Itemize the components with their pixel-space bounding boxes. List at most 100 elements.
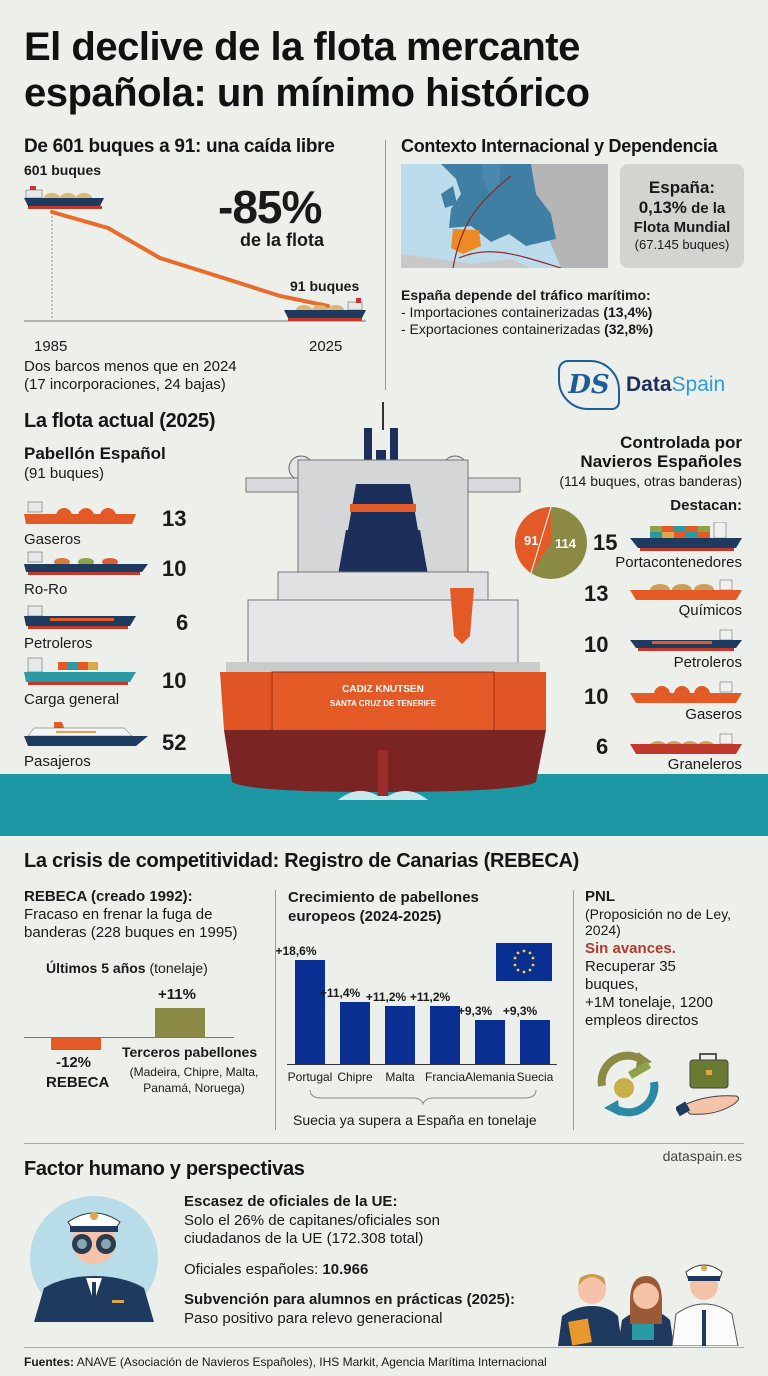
controlled-heading: Controlada por Navieros Españoles	[580, 433, 742, 471]
third-flags-value: +11%	[158, 986, 196, 1003]
chart-baseline	[24, 1037, 234, 1038]
bar-value: +9,3%	[502, 1004, 538, 1018]
controlled-item-value: 13	[584, 581, 609, 606]
shortage-line-2: ciudadanos de la UE (172.308 total)	[184, 1230, 424, 1247]
brand-name-part-2: Spain	[671, 373, 726, 396]
dataspain-logo-icon: DS	[558, 360, 620, 410]
brace-icon	[309, 1089, 537, 1106]
dependency-exports: - Exportaciones containerizadas (32,8%)	[401, 321, 653, 338]
controlled-highlight: Destacan:	[670, 497, 742, 514]
context-heading: Contexto Internacional y Dependencia	[401, 136, 718, 156]
spanish-flag-item: Pasajeros	[24, 718, 148, 771]
controlled-heading-line-1: Controlada por	[620, 433, 742, 452]
world-share-value: 0,13%	[638, 198, 687, 217]
officers-value: 10.966	[322, 1261, 369, 1278]
fleet-pie-chart	[514, 506, 587, 579]
spanish-officers: Oficiales españoles: 10.966	[184, 1261, 368, 1279]
bar-malta	[385, 1006, 415, 1064]
year-end: 2025	[309, 338, 343, 355]
world-share-box: España: 0,13% de la Flota Mundial (67.14…	[620, 164, 744, 268]
item-value: 10	[162, 556, 187, 581]
spanish-flag-item: Petroleros	[24, 602, 136, 653]
dataspain-logo: DS Data Spain	[558, 360, 725, 410]
bar-value: +11,4%	[319, 986, 361, 1000]
tanker-ship-illustration: CADIZ KNUTSEN SANTA CRUZ DE TENERIFE	[220, 402, 546, 800]
key-recycle-icon	[597, 1051, 659, 1117]
bar-portugal	[295, 960, 325, 1064]
controlled-item-label: Gaseros	[685, 706, 742, 723]
controlled-item-value: 10	[584, 684, 609, 709]
container-ship-icon	[630, 522, 742, 551]
third-flags-sub-1: (Madeira, Chipre, Malta,	[129, 1065, 259, 1079]
bar-category: Suecia	[516, 1070, 554, 1084]
bar-value: +11,2%	[409, 990, 451, 1004]
fleet-heading: La flota actual (2025)	[24, 410, 216, 432]
bar-category: Malta	[385, 1070, 415, 1084]
dependency-heading: España depende del tráfico marítimo:	[401, 287, 651, 303]
rebeca-line-1: Fracaso en frenar la fuga de	[24, 906, 213, 923]
world-share-line-1: España:	[648, 178, 716, 197]
bar-category: Portugal	[287, 1070, 333, 1084]
controlled-item-value: 6	[596, 734, 609, 759]
controlled-item-label: Químicos	[678, 602, 742, 619]
rebeca-label: REBECA	[46, 1074, 110, 1091]
pnl-goal-2: buques,	[585, 976, 639, 993]
decline-line-chart	[24, 186, 366, 322]
decline-note-1: Dos barcos menos que en 2024	[24, 358, 237, 375]
pie-label-controlled: 114	[555, 536, 576, 551]
shortage-heading: Escasez de oficiales de la UE:	[184, 1193, 398, 1210]
rebeca-bar	[51, 1038, 101, 1050]
item-label: Pasajeros	[24, 753, 91, 770]
spanish-flag-item: Carga general	[24, 654, 136, 709]
sources-text: ANAVE (Asociación de Navieros Españoles)…	[74, 1355, 547, 1369]
section-divider	[24, 1143, 744, 1144]
rebeca-line-2: banderas (228 buques en 1995)	[24, 924, 238, 941]
column-divider	[385, 140, 386, 390]
page-title: El declive de la flota mercante española…	[24, 24, 590, 116]
controlled-heading-line-2: Navieros Españoles	[580, 452, 742, 471]
europe-map	[401, 164, 608, 268]
spanish-flag-item: Ro-Ro	[24, 550, 148, 599]
pnl-goals: Recuperar 35 buques, +1M tonelaje, 1200 …	[585, 958, 713, 1030]
bar-chipre	[340, 1002, 370, 1064]
item-value: 13	[162, 506, 187, 531]
footer-divider	[24, 1347, 744, 1348]
bar-francia	[430, 1006, 460, 1064]
end-count-label: 91 buques	[290, 278, 360, 294]
item-label: Ro-Ro	[24, 581, 68, 598]
decline-heading: De 601 buques a 91: una caída libre	[24, 136, 335, 157]
ship-name: CADIZ KNUTSEN	[342, 684, 424, 695]
pnl-description: (Proposición no de Ley, 2024)	[585, 906, 731, 938]
imports-value: (13,4%)	[603, 304, 653, 320]
passenger-ship-icon	[24, 722, 148, 746]
exports-value: (32,8%)	[604, 321, 654, 337]
oil-tanker-icon	[630, 629, 742, 651]
bar-category: Chipre	[337, 1070, 373, 1084]
spanish-flag-sub: (91 buques)	[24, 465, 105, 482]
growth-heading-line-2: europeos (2024-2025)	[288, 908, 442, 925]
start-count-label: 601 buques	[24, 162, 102, 178]
rebeca-heading: REBECA (creado 1992):	[24, 888, 193, 905]
eu-flag-icon	[496, 943, 552, 981]
world-share-line-2: 0,13% de la	[620, 198, 744, 219]
human-heading: Factor humano y perspectivas	[24, 1158, 305, 1180]
growth-heading-line-1: Crecimiento de pabellones	[288, 889, 479, 906]
decline-percentage: -85%	[218, 181, 322, 233]
crisis-heading: La crisis de competitividad: Registro de…	[24, 850, 579, 872]
controlled-sub: (114 buques, otras banderas)	[559, 473, 742, 489]
cargo-ship-icon	[24, 657, 136, 685]
pnl-goal-4: empleos directos	[585, 1012, 699, 1029]
controlled-item-label: Graneleros	[667, 756, 742, 773]
pnl-heading: PNL	[585, 888, 615, 905]
europe-map-icon	[401, 164, 608, 268]
pnl-status: Sin avances.	[585, 940, 676, 957]
sources: Fuentes: ANAVE (Asociación de Navieros E…	[24, 1355, 547, 1369]
ship-port: SANTA CRUZ DE TENERIFE	[330, 699, 437, 708]
item-value: 52	[162, 730, 187, 755]
oil-tanker-icon	[24, 605, 136, 629]
item-label: Carga general	[24, 691, 120, 708]
bar-alemania	[475, 1020, 505, 1064]
pnl-goal-3: +1M tonelaje, 1200	[585, 994, 714, 1011]
spanish-flag-heading: Pabellón Español	[24, 444, 166, 463]
third-flags-sub: (Madeira, Chipre, Malta, Panamá, Noruega…	[120, 1064, 268, 1096]
